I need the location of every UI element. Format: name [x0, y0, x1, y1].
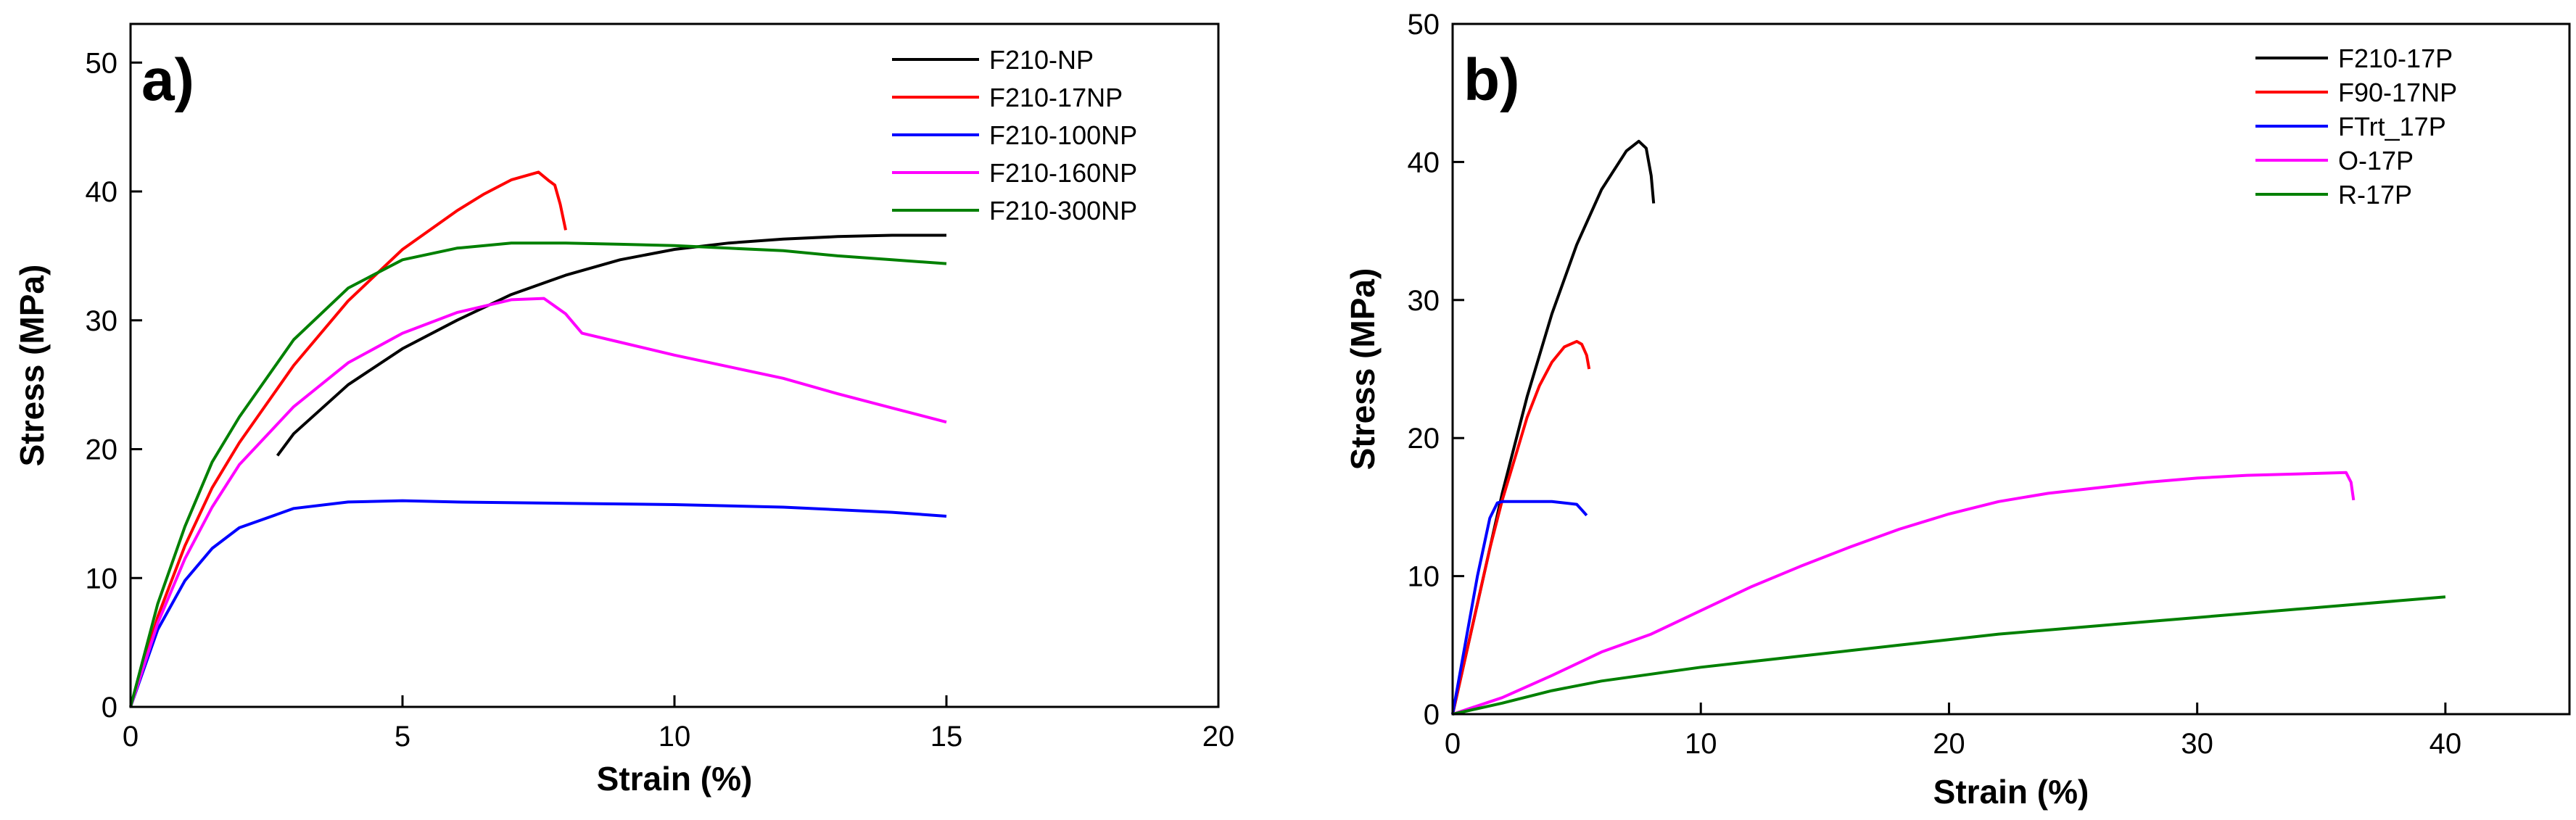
panel-b-series-line-f90-17np: [1451, 339, 1591, 715]
panel-a-series-line-f210-160np: [129, 297, 947, 708]
panel-a-chart: 0 5 10 15 20 0 10 20 30 40 50 a) Strain (%) Stress…: [13, 22, 1235, 798]
panel-a-y-tick-label: 20: [86, 434, 118, 466]
panel-b-y-tick-label: 0: [1424, 699, 1440, 731]
panel-b-label: b): [1464, 47, 1519, 113]
panel-a-x-tick-label: 15: [930, 721, 963, 753]
panel-b-series-line-r-17p: [1452, 595, 2446, 716]
panel-a-x-tick-label: 5: [395, 721, 410, 753]
panel-b-legend-label: FTrt_17P: [2338, 112, 2446, 141]
panel-b-series-line-f210-17p: [1451, 139, 1656, 715]
panel-b-x-tick-label: 40: [2430, 728, 2462, 760]
panel-a-x-axis-title: Strain (%): [597, 760, 753, 798]
panel-b-y-tick-label: 40: [1408, 146, 1440, 178]
panel-b-x-tick-label: 30: [2181, 728, 2213, 760]
panel-b-series-line-o-17p: [1452, 471, 2356, 716]
panel-b-series-line-ftrt-17p: [1451, 500, 1588, 715]
panel-b-y-tick-label: 20: [1408, 423, 1440, 455]
panel-a-plot-frame: [129, 22, 1220, 708]
panel-a-x-tick-label: 0: [123, 721, 139, 753]
panel-a-y-tick-label: 50: [86, 47, 118, 79]
panel-a-legend-label: F210-160NP: [989, 158, 1137, 188]
panel-a-y-tick-label: 10: [86, 563, 118, 595]
panel-a-series-line-f210-np: [276, 233, 946, 457]
panel-a-legend: F210-NP F210-17NP F210-100NP F210-160NP F210…: [892, 45, 1137, 225]
panel-a-x-tick-label: 20: [1202, 721, 1235, 753]
panel-b-legend-label: R-17P: [2338, 180, 2412, 210]
panel-b-legend-label: O-17P: [2338, 146, 2414, 175]
panel-b-y-tick-label: 10: [1408, 561, 1440, 593]
panel-b-legend-label: F210-17P: [2338, 44, 2453, 73]
panel-b-x-tick-label: 0: [1445, 728, 1461, 760]
panel-a-y-axis-title: Stress (MPa): [13, 265, 51, 467]
panel-b-y-tick-label: 50: [1408, 9, 1440, 41]
panel-a-y-tick-label: 30: [86, 305, 118, 337]
panel-a-label: a): [141, 47, 194, 113]
panel-b-x-tick-label: 20: [1933, 728, 1965, 760]
panel-b-y-axis-title: Stress (MPa): [1344, 268, 1382, 471]
panel-a-legend-label: F210-300NP: [989, 196, 1137, 225]
panel-a-legend-label: F210-100NP: [989, 120, 1137, 150]
panel-b-y-tick-label: 30: [1408, 285, 1440, 317]
panel-a-series-line-f210-17np: [129, 170, 567, 708]
panel-a-x-tick-label: 10: [659, 721, 691, 753]
panel-b-legend-label: F90-17NP: [2338, 78, 2457, 107]
panel-a-series-line-f210-100np: [129, 499, 947, 708]
panel-b-chart: 0 10 20 30 40 0 10 20 30 40 50 b) Strain (%) Stres…: [1344, 9, 2571, 811]
panel-a-y-tick-label: 40: [86, 176, 118, 208]
panel-a-legend-label: F210-NP: [989, 45, 1094, 75]
panel-a-y-tick-label: 0: [102, 692, 117, 724]
panel-a-legend-label: F210-17NP: [989, 83, 1123, 112]
panel-b-legend: F210-17P F90-17NP FTrt_17P O-17P R-17P: [2255, 44, 2457, 210]
panel-a-series-line-f210-300np: [129, 241, 947, 708]
panel-b-plot-frame: [1451, 22, 2571, 716]
panel-b-x-tick-label: 10: [1685, 728, 1717, 760]
panel-b-x-axis-title: Strain (%): [1933, 773, 2089, 811]
